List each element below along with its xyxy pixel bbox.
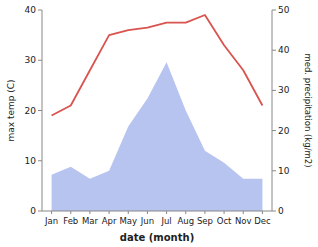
y2-tick-label: 0 [278,206,284,216]
axes: 0 10 20 30 40 0 10 20 30 40 50 Jan Feb MarAprMayJun Ju… [25,5,290,226]
x-tick [51,211,52,214]
x-tick-label: Dec [254,216,271,226]
x-tick-label: Feb [63,216,78,226]
y2-tick-label: 50 [278,5,290,15]
x-tick [204,211,205,214]
y2-tick [272,50,276,51]
x-tick [166,211,167,214]
y2-tick-label: 40 [278,45,290,55]
y-axis-label: max temp (C) [6,79,16,141]
y2-tick [272,90,276,91]
y2-tick-label: 30 [278,85,290,95]
y-tick-label: 30 [25,55,37,65]
x-axis-label: date (month) [120,232,194,243]
x-tick [243,211,244,214]
chart-container: 0 10 20 30 40 0 10 20 30 40 50 Jan Feb MarAprMayJun Ju… [0,0,318,247]
y-tick [38,211,42,212]
y2-axis-label: med. precipitation (kg/m2) [303,53,313,167]
x-axis-line [42,211,272,212]
chart: 0 10 20 30 40 0 10 20 30 40 50 Jan Feb MarAprMayJun Ju… [0,0,318,247]
y2-tick-label: 20 [278,126,290,136]
y2-tick-label: 10 [278,166,290,176]
precipitation-area [52,62,263,211]
x-tick [109,211,110,214]
y-tick [38,60,42,61]
x-tick-label: Oct [217,216,232,226]
x-tick [128,211,129,214]
y-tick [38,110,42,111]
x-tick-label: Sep [197,216,213,226]
x-tick [185,211,186,214]
y-tick-label: 20 [25,106,37,116]
temperature-line [52,15,263,116]
y2-tick [272,130,276,131]
x-tick [147,211,148,214]
x-tick-label: Jun [140,216,154,226]
x-tick-label: Jan [44,216,58,226]
x-tick-label: Apr [102,216,117,226]
y-tick [38,10,42,11]
x-tick-label: Jul [160,216,171,226]
x-tick-label: Mar [82,216,99,226]
y-tick-label: 40 [25,5,37,15]
x-tick [89,211,90,214]
y2-tick [272,10,276,11]
y2-tick [272,170,276,171]
x-tick-label: May [119,216,137,226]
y2-axis-line [272,10,273,211]
x-tick-label: Aug [177,216,194,226]
x-tick-label: Nov [235,216,252,226]
x-tick [70,211,71,214]
y-tick [38,160,42,161]
x-tick [224,211,225,214]
x-tick [262,211,263,214]
marks [52,15,263,211]
y-tick-label: 10 [25,156,37,166]
y-tick-label: 0 [30,206,36,216]
y2-tick [272,211,276,212]
